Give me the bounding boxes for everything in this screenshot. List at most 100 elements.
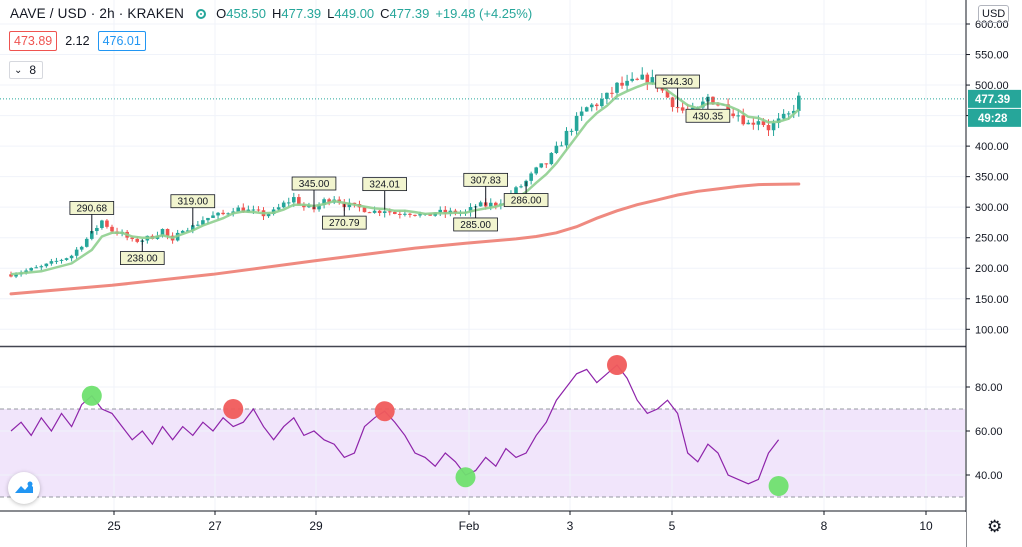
low-price-label <box>503 193 549 207</box>
candle <box>317 204 321 210</box>
candle <box>569 130 574 132</box>
candle <box>605 92 609 99</box>
countdown-tag-text: 49:28 <box>978 113 1008 125</box>
candle <box>630 78 634 81</box>
low-price-label <box>321 215 367 230</box>
candle <box>539 163 544 168</box>
candle <box>761 121 766 126</box>
symbol-header: AAVE / USD · 2h · KRAKEN O 458.50 H 477.39… <box>10 6 538 21</box>
candle <box>519 186 523 188</box>
candle <box>90 231 94 239</box>
candle <box>372 210 377 213</box>
candle <box>660 88 665 91</box>
candle <box>100 220 104 228</box>
candle <box>680 107 685 111</box>
tradingview-logo-icon[interactable] <box>8 472 40 504</box>
candle <box>579 111 584 116</box>
low-label: L <box>327 6 335 21</box>
candle <box>216 212 220 216</box>
candle <box>95 227 99 232</box>
candle <box>84 238 89 247</box>
low-price-label <box>120 251 165 265</box>
candle <box>64 258 69 260</box>
price-tick-label: 500.00 <box>975 80 1009 92</box>
candle <box>600 98 604 107</box>
high-price-label <box>463 172 508 187</box>
time-axis[interactable] <box>0 512 966 547</box>
candle <box>377 210 382 214</box>
high-price-label <box>362 177 407 192</box>
overbought-marker <box>607 355 627 375</box>
close-value: 477.39 <box>389 6 430 21</box>
price-tick-label: 400.00 <box>975 141 1009 153</box>
indicators-toggle[interactable]: ⌄ 8 <box>9 61 44 79</box>
candle <box>79 246 84 250</box>
buy-price-button[interactable]: 476.01 <box>97 31 146 51</box>
candle <box>362 207 367 213</box>
price-tick-label: 250.00 <box>975 233 1009 245</box>
candle <box>367 212 372 214</box>
candle <box>741 115 746 125</box>
candle <box>751 122 756 125</box>
candle <box>650 77 655 83</box>
low-price-label-text: 238.00 <box>127 254 158 265</box>
low-value: 449.00 <box>334 6 375 21</box>
sell-price-button[interactable]: 473.89 <box>9 31 58 51</box>
candle <box>468 207 473 213</box>
candle <box>352 202 357 205</box>
price-tick-label: 200.00 <box>975 263 1009 275</box>
oversold-marker <box>81 385 102 406</box>
high-price-label-text: 324.01 <box>369 180 400 191</box>
high-price-label-text: 290.68 <box>77 203 108 214</box>
candle <box>191 225 195 231</box>
candle <box>418 214 422 216</box>
candle <box>791 110 796 114</box>
candle <box>413 214 417 216</box>
high-price-label <box>69 201 115 215</box>
candle <box>281 202 286 208</box>
currency-button[interactable]: USD <box>978 5 1010 23</box>
high-price-label-text: 345.00 <box>299 179 330 190</box>
symbol-title[interactable]: AAVE / USD · 2h · KRAKEN <box>10 6 185 21</box>
candle <box>39 266 44 268</box>
candle <box>625 80 629 86</box>
candle <box>241 207 246 213</box>
candle <box>266 213 271 217</box>
spread-value: 2.12 <box>65 34 90 48</box>
time-tick-label: 5 <box>669 519 676 533</box>
candle <box>771 122 776 131</box>
candle <box>478 202 483 207</box>
candle <box>276 207 281 210</box>
candle <box>403 213 407 215</box>
candle <box>297 197 301 205</box>
last-price-tag[interactable] <box>968 89 1021 108</box>
gear-icon[interactable]: ⚙ <box>987 517 1003 536</box>
candle <box>59 259 64 261</box>
candle <box>251 209 256 211</box>
market-status-icon <box>196 8 207 19</box>
candle <box>165 228 170 236</box>
candle <box>221 212 225 215</box>
candle <box>130 237 134 239</box>
oversold-marker <box>455 467 476 488</box>
candle <box>574 115 579 131</box>
candle <box>74 249 79 256</box>
candle <box>135 238 140 242</box>
price-tick-label: 150.00 <box>975 294 1009 306</box>
indicator-count: 8 <box>29 63 37 77</box>
time-tick-label: Feb <box>459 519 480 533</box>
candle <box>756 121 761 125</box>
time-tick-label: 25 <box>107 519 121 533</box>
high-label: H <box>272 6 282 21</box>
high-price-label-text: 544.30 <box>662 77 693 88</box>
candle <box>382 211 387 214</box>
low-price-label-text: 286.00 <box>511 196 542 207</box>
chevron-down-icon: ⌄ <box>14 64 23 76</box>
high-price-label <box>291 176 337 191</box>
candle <box>786 113 791 115</box>
candle <box>610 92 614 94</box>
candle <box>44 263 49 267</box>
candle <box>34 267 39 269</box>
candle <box>534 167 538 174</box>
